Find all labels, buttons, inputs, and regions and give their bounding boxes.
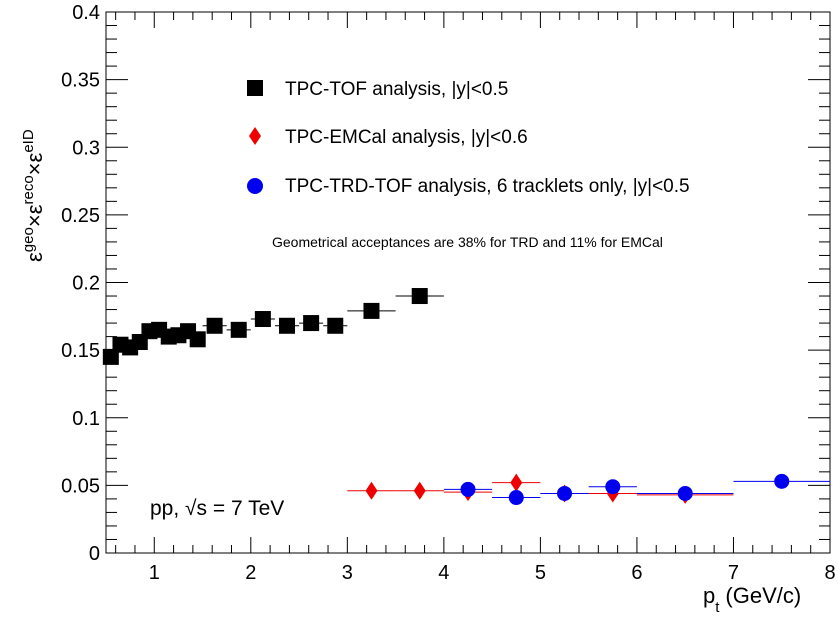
series-2 bbox=[443, 473, 830, 506]
y-tick-label: 0.25 bbox=[61, 205, 100, 227]
data-point-circle bbox=[677, 485, 693, 501]
y-axis-title-times1: ×ε bbox=[22, 204, 47, 227]
data-point-square bbox=[363, 302, 380, 319]
x-axis-title: pt (GeV/c) bbox=[703, 583, 801, 616]
data-point-circle bbox=[460, 481, 476, 497]
data-point-square bbox=[327, 317, 344, 334]
y-tick-label: 0.3 bbox=[72, 137, 100, 159]
chart-marks bbox=[102, 288, 830, 506]
x-axis-title-sub: t bbox=[715, 599, 720, 616]
acceptance-note: Geometrical acceptances are 38% for TRD … bbox=[272, 234, 663, 250]
data-point-square bbox=[189, 331, 206, 348]
collision-label-sqrt: √s bbox=[185, 497, 207, 520]
data-point-square bbox=[206, 317, 223, 334]
legend-marker-square bbox=[247, 80, 263, 96]
y-axis-title-eid: eID bbox=[20, 129, 37, 153]
data-point-circle bbox=[557, 485, 573, 501]
legend-label-tpc-tof: TPC-TOF analysis, |y|<0.5 bbox=[285, 79, 508, 100]
collision-label: pp, √s = 7 TeV bbox=[150, 497, 284, 520]
y-tick-label: 0.05 bbox=[61, 475, 100, 497]
x-tick-label: 5 bbox=[535, 562, 546, 584]
y-tick-label: 0.1 bbox=[72, 408, 100, 430]
data-point-square bbox=[279, 317, 295, 334]
data-point-circle bbox=[605, 479, 621, 495]
legend-marker-circle bbox=[247, 178, 263, 194]
series-0 bbox=[102, 288, 444, 365]
x-tick-label: 1 bbox=[149, 562, 160, 584]
data-point-diamond bbox=[365, 481, 378, 500]
y-axis-title-eps1: ε bbox=[22, 252, 47, 262]
axes: 1 2 3 4 5 6 7 8 0 0.05 0.1 0.15 0.2 0.25 0.3 0.35 0.4 bbox=[61, 2, 836, 584]
data-point-square bbox=[303, 315, 320, 332]
collision-label-pre: pp, bbox=[150, 497, 185, 520]
x-tick-label: 8 bbox=[824, 562, 835, 584]
data-point-circle bbox=[774, 473, 790, 489]
y-tick-label: 0.15 bbox=[61, 340, 100, 362]
y-axis-title-geo: geo bbox=[20, 227, 37, 252]
data-point-diamond bbox=[510, 473, 523, 492]
y-tick-label: 0.4 bbox=[72, 2, 100, 24]
y-axis-title: εgeo×εreco×εeID bbox=[20, 129, 47, 262]
x-tick-label: 3 bbox=[342, 562, 353, 584]
legend-label-tpc-emcal: TPC-EMCal analysis, |y|<0.6 bbox=[285, 127, 528, 148]
x-tick-label: 2 bbox=[245, 562, 256, 584]
y-tick-label: 0 bbox=[89, 543, 100, 565]
x-axis-title-p: p bbox=[703, 583, 715, 608]
legend: TPC-TOF analysis, |y|<0.5 TPC-EMCal anal… bbox=[247, 79, 690, 197]
data-point-square bbox=[102, 348, 119, 365]
y-axis-title-reco: reco bbox=[20, 175, 37, 204]
data-point-square bbox=[411, 288, 428, 305]
x-axis-title-unit: (GeV/c) bbox=[725, 583, 801, 608]
data-point-square bbox=[254, 311, 271, 328]
y-tick-label: 0.2 bbox=[72, 273, 100, 295]
x-tick-label: 6 bbox=[631, 562, 642, 584]
y-tick-label: 0.35 bbox=[61, 70, 100, 92]
x-tick-label: 7 bbox=[728, 562, 739, 584]
data-point-diamond bbox=[413, 481, 426, 500]
data-point-square bbox=[230, 321, 247, 338]
data-point-circle bbox=[508, 490, 524, 506]
y-axis-title-times2: ×ε bbox=[22, 152, 47, 175]
x-tick-label: 4 bbox=[438, 562, 449, 584]
legend-label-tpc-trd-tof: TPC-TRD-TOF analysis, 6 tracklets only, … bbox=[285, 176, 690, 197]
collision-label-post: = 7 TeV bbox=[207, 497, 284, 520]
legend-marker-diamond bbox=[249, 127, 261, 145]
